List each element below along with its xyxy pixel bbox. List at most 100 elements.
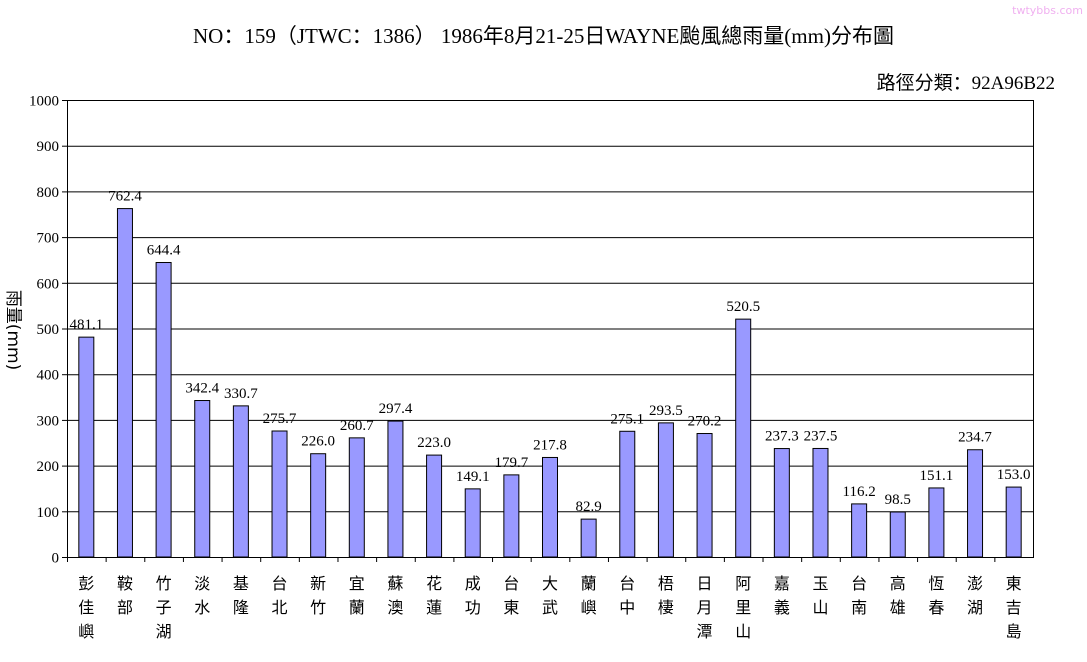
x-category-label: 阿 [735,574,751,593]
data-label: 226.0 [301,434,335,450]
bar-梧棲 [657,422,674,558]
x-category-label: 恆 [928,574,944,593]
data-label: 275.1 [610,411,644,427]
data-label: 270.2 [688,414,722,430]
data-label: 223.0 [417,435,451,451]
x-category-label: 梧 [658,574,674,593]
x-category-label: 功 [465,598,481,617]
x-category-label: 彭 [78,574,94,593]
x-category-label: 大 [542,574,558,593]
bar-東吉島 [1005,486,1022,558]
x-category-label: 春 [928,598,944,617]
bar-宜蘭 [348,437,365,558]
x-category-label: 竹 [156,574,172,593]
x-category-label: 東 [1006,574,1022,593]
bar-彭佳嶼 [78,336,95,558]
data-label: 644.4 [147,243,181,259]
data-label: 762.4 [108,189,142,205]
x-category-label: 澎 [967,574,983,593]
x-category-label: 月 [697,598,713,617]
chart-title: NO：159（JTWC：1386） 1986年8月21-25日WAYNE颱風總雨… [193,24,894,48]
bar-竹子湖 [155,262,172,558]
data-label: 481.1 [69,317,103,333]
data-label: 98.5 [885,492,911,508]
bar-新竹 [310,453,327,558]
y-tick-label: 200 [37,459,60,475]
x-category-label: 北 [272,598,288,617]
bar-大武 [542,456,558,558]
bar-蘭嶼 [580,518,597,558]
x-category-label: 東 [503,598,519,617]
y-axis-label: 雨量(mm) [3,290,23,370]
x-category-label: 鞍 [117,574,133,593]
x-category-label: 嘉 [774,574,790,593]
data-label: 293.5 [649,403,683,419]
x-category-label: 台 [503,574,519,593]
x-category-label: 澳 [387,598,403,617]
x-category-label: 成 [465,574,481,593]
x-category-label: 台 [851,574,867,593]
bar-蘇澳 [387,420,404,558]
x-category-label: 雄 [890,598,906,617]
y-tick-label: 300 [37,413,60,429]
x-category-label: 子 [156,598,172,617]
y-tick-label: 1000 [29,94,59,110]
watermark: twtybbs.com [1012,4,1083,17]
bar-台南 [851,503,868,558]
data-label: 179.7 [494,455,528,471]
y-tick-label: 700 [37,231,60,247]
bar-高雄 [889,511,906,558]
x-category-label: 山 [735,622,751,641]
bar-台東 [503,474,520,558]
x-category-label: 潭 [697,622,713,641]
bar-台北 [271,430,288,558]
x-category-label: 南 [851,598,867,617]
x-category-label: 蘭 [349,598,365,617]
data-label: 82.9 [576,499,602,515]
data-label: 116.2 [843,484,876,500]
y-tick-label: 800 [37,185,60,201]
x-category-label: 義 [774,598,790,617]
x-category-label: 日 [697,574,713,593]
plot-area-border [67,100,1034,558]
data-label: 153.0 [997,467,1031,483]
bar-鞍部 [116,208,133,558]
x-category-label: 佳 [78,598,94,617]
x-category-label: 基 [233,574,249,593]
y-tick-label: 600 [37,276,60,292]
bar-阿里山 [735,318,752,558]
data-label: 330.7 [224,386,258,402]
bar-基隆 [232,405,249,558]
data-label: 260.7 [340,418,374,434]
bar-淡水 [194,400,211,558]
x-category-label: 嶼 [581,598,597,617]
y-tick-label: 900 [37,139,60,155]
x-category-label: 玉 [812,574,828,593]
x-category-label: 竹 [310,598,326,617]
data-label: 275.7 [263,411,297,427]
data-label: 520.5 [726,299,760,315]
x-category-label: 台 [272,574,288,593]
bar-日月潭 [696,433,713,558]
x-category-label: 山 [812,598,828,617]
x-category-label: 蘇 [387,574,403,593]
bar-花蓮 [426,454,443,558]
x-category-label: 里 [735,598,751,617]
x-category-label: 高 [890,574,906,593]
x-category-label: 宜 [349,574,365,593]
bar-成功 [464,488,481,558]
x-category-label: 湖 [967,598,983,617]
x-category-label: 嶼 [78,622,94,641]
track-classification: 路徑分類：92A96B22 [876,73,1055,94]
y-tick-label: 0 [52,551,60,567]
data-label: 234.7 [958,430,992,446]
x-category-label: 吉 [1006,598,1022,617]
bar-恆春 [928,487,945,558]
x-category-label: 水 [194,598,210,617]
x-category-label: 新 [310,574,326,593]
data-label: 217.8 [533,437,567,453]
x-category-label: 蘭 [581,574,597,593]
data-label: 237.3 [765,429,799,445]
x-category-label: 花 [426,574,442,593]
